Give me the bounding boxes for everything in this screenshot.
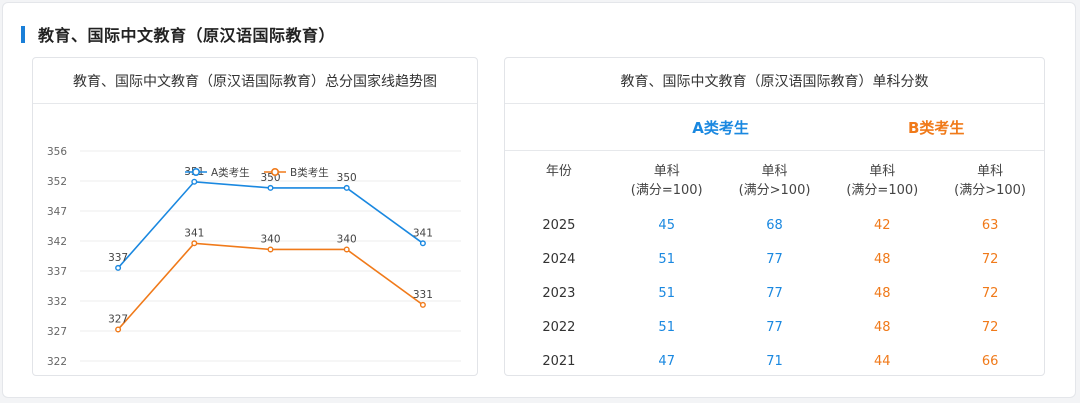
data-label: 337: [108, 252, 128, 264]
cell-year: 2025: [542, 217, 576, 233]
cell-a-100: 51: [658, 285, 675, 301]
table-column-headers: 年份 单科 (满分=100) 单科 (满分>100) 单科 (满分=100) 单科 (满…: [505, 162, 1044, 200]
y-tick-label: 327: [47, 326, 67, 338]
chart-card-title: 教育、国际中文教育（原汉语国际教育）总分国家线趋势图: [33, 58, 477, 104]
col-header-line1: 单科: [977, 164, 1004, 179]
cell-year: 2023: [542, 285, 576, 301]
group-b-label: B类考生: [907, 119, 965, 137]
data-point: [419, 301, 426, 308]
col-header-line2: (满分=100): [630, 183, 703, 198]
y-tick-label: 322: [47, 356, 67, 368]
data-point: [115, 264, 122, 271]
cell-b-over100: 72: [981, 251, 999, 267]
section-title: 教育、国际中文教育（原汉语国际教育）: [38, 26, 336, 45]
cell-a-over100: 77: [766, 285, 783, 301]
data-label: 340: [260, 233, 280, 245]
y-tick-label: 342: [47, 236, 67, 248]
data-point: [343, 246, 350, 253]
cell-b-100: 44: [874, 353, 891, 369]
col-header-line1: 单科: [869, 164, 896, 179]
section-header: 教育、国际中文教育（原汉语国际教育）: [21, 23, 335, 45]
data-point: [191, 178, 198, 185]
cell-b-over100: 72: [981, 285, 999, 301]
col-header-line1: 单科: [653, 164, 680, 179]
cell-a-over100: 68: [766, 217, 783, 233]
table-row: 2023 51 77 48 72: [505, 276, 1044, 310]
cell-a-100: 47: [658, 353, 675, 369]
cell-a-100: 51: [658, 319, 675, 335]
data-point: [115, 326, 122, 333]
cell-b-100: 48: [874, 285, 891, 301]
cell-b-over100: 66: [981, 353, 999, 369]
data-label: 340: [337, 233, 357, 245]
y-tick-label: 356: [47, 146, 67, 158]
data-point: [343, 184, 350, 191]
cell-a-over100: 71: [766, 353, 783, 369]
cell-b-over100: 72: [981, 319, 999, 335]
table-row: 2025 45 68 42 63: [505, 208, 1044, 242]
cell-a-100: 45: [658, 217, 675, 233]
cell-b-100: 48: [874, 251, 891, 267]
cell-a-over100: 77: [766, 319, 783, 335]
trend-line-chart: 3563523473423373323273223172021202220232…: [47, 146, 462, 403]
table-card-title: 教育、国际中文教育（原汉语国际教育）单科分数: [505, 58, 1044, 104]
y-tick-label: 347: [47, 206, 67, 218]
data-label: 331: [413, 289, 433, 301]
col-header-a-100: 单科 (满分=100): [613, 162, 721, 200]
group-a-label: A类考生: [692, 119, 749, 137]
cell-year: 2022: [542, 319, 576, 335]
y-tick-label: 337: [47, 266, 67, 278]
y-tick-label: 352: [47, 176, 67, 188]
legend-label: B类考生: [290, 166, 329, 179]
cell-a-100: 51: [658, 251, 675, 267]
data-point: [419, 240, 426, 247]
cell-b-100: 42: [874, 217, 891, 233]
col-header-b-over100: 单科 (满分>100): [936, 162, 1044, 200]
cell-b-100: 48: [874, 319, 891, 335]
legend-marker: [271, 168, 280, 177]
col-header-line1: 单科: [761, 164, 788, 179]
y-tick-label: 332: [47, 296, 67, 308]
col-header-a-over100: 单科 (满分>100): [721, 162, 829, 200]
cell-a-over100: 77: [766, 251, 783, 267]
cell-b-over100: 63: [981, 217, 999, 233]
data-label: 341: [184, 227, 204, 239]
data-point: [267, 246, 274, 253]
cell-year: 2021: [542, 353, 576, 369]
data-point: [267, 184, 274, 191]
trend-chart-card: 教育、国际中文教育（原汉语国际教育）总分国家线趋势图 356 352 347 342 3…: [32, 57, 478, 403]
single-subject-card: 教育、国际中文教育（原汉语国际教育）单科分数 A类考生 B类考生 年份 单科 (满…: [504, 57, 1045, 376]
col-header-line2: (满分>100): [954, 183, 1027, 198]
table-group-header: A类考生 B类考生: [505, 105, 1044, 151]
col-header-line1: 年份: [545, 164, 572, 179]
data-label: 341: [413, 227, 433, 239]
data-label: 327: [108, 313, 128, 325]
series-line-b: [117, 242, 424, 330]
col-header-line2: (满分>100): [738, 183, 811, 198]
series-line-a: [117, 180, 424, 269]
col-header-b-100: 单科 (满分=100): [828, 162, 936, 200]
legend-label: A类考生: [211, 166, 250, 179]
legend-marker: [192, 168, 201, 177]
data-point: [191, 240, 198, 247]
col-header-year: 年份: [505, 162, 613, 200]
section-accent-bar: [21, 25, 25, 43]
col-header-line2: (满分=100): [846, 183, 919, 198]
table-row: 2024 51 77 48 72: [505, 242, 1044, 276]
table-row: 2022 51 77 48 72: [505, 310, 1044, 344]
table-row: 2021 47 71 44 66: [505, 344, 1044, 378]
data-label: 350: [337, 172, 357, 184]
cell-year: 2024: [542, 251, 576, 267]
